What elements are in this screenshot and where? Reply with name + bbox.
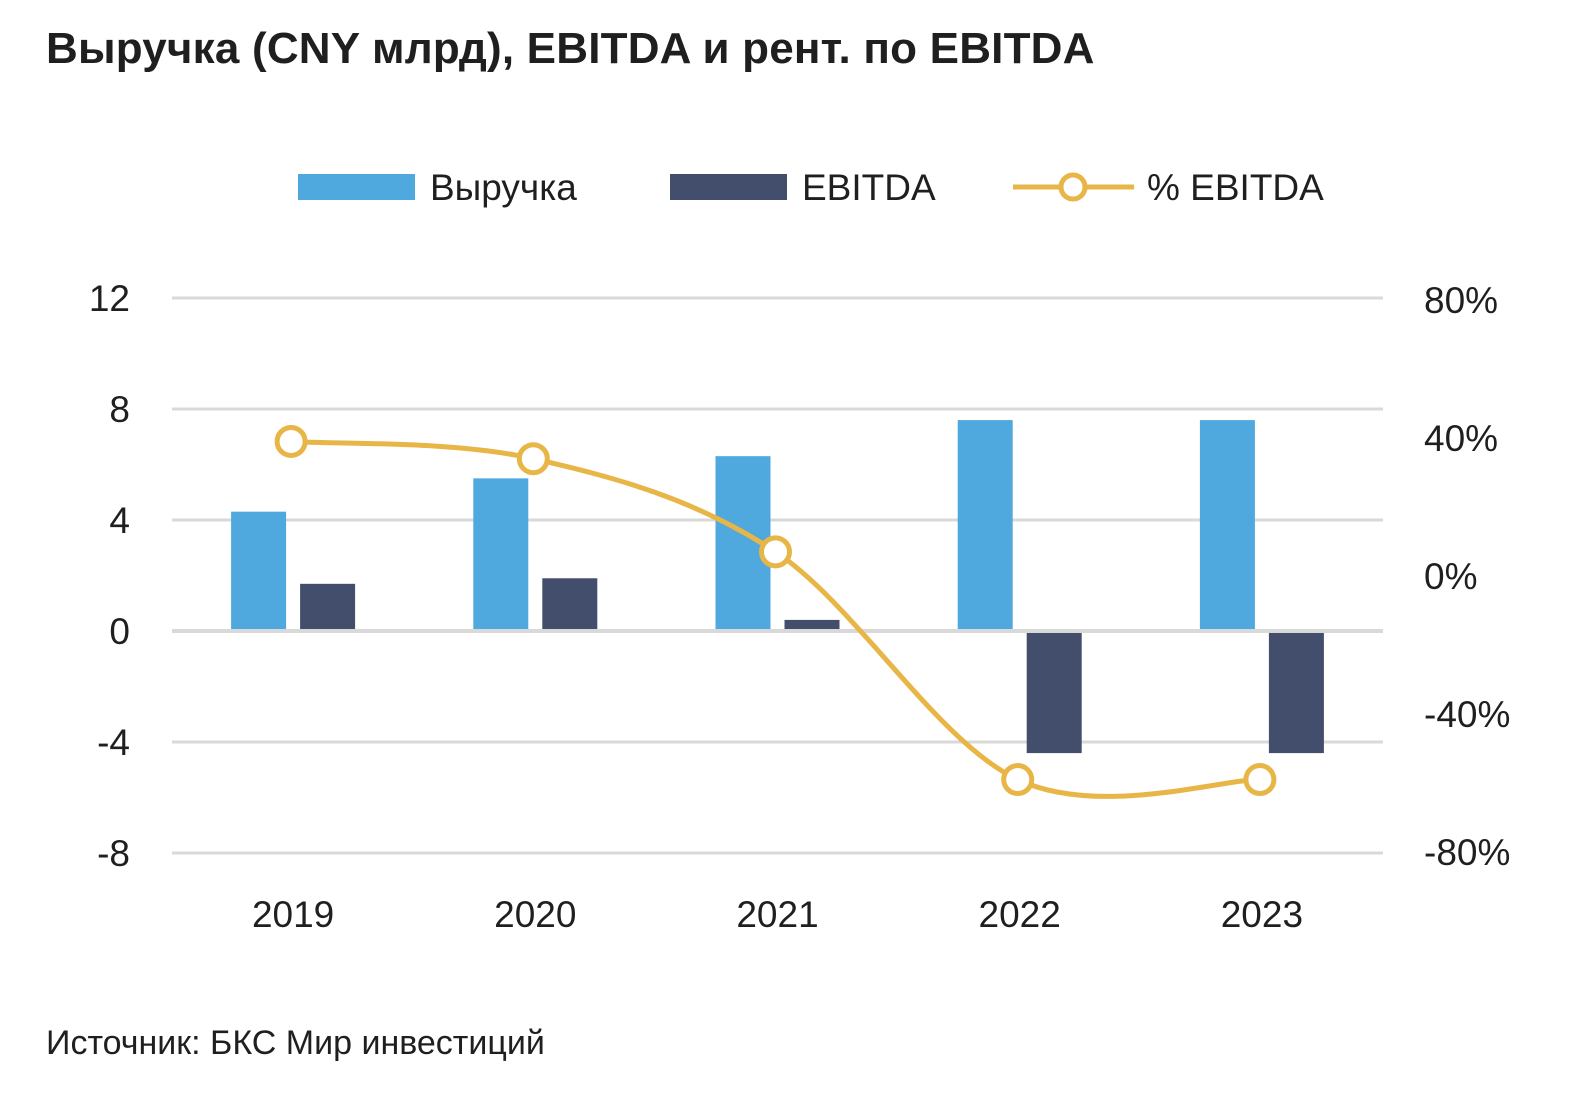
- right-tick-label: 0%: [1424, 556, 1477, 597]
- right-tick-label: 80%: [1424, 280, 1498, 321]
- ebitda-bar: [300, 583, 356, 631]
- legend-swatch-ebitda: [670, 174, 787, 200]
- left-tick-label: 0: [109, 611, 130, 652]
- left-tick-label: 12: [89, 278, 130, 319]
- left-tick-label: -8: [97, 833, 130, 874]
- legend-label-revenue: Выручка: [430, 167, 577, 208]
- source-note: Источник: БКС Мир инвестиций: [46, 1024, 545, 1062]
- left-tick-label: 8: [109, 389, 130, 430]
- ebitda-margin-point: [1243, 763, 1277, 797]
- legend: Выручка EBITDA % EBITDA: [298, 167, 1324, 208]
- x-tick-label: 2019: [252, 894, 334, 935]
- right-tick-label: -40%: [1424, 694, 1510, 735]
- ebitda-margin-line: [274, 424, 1277, 799]
- legend-label-margin: % EBITDA: [1147, 167, 1324, 208]
- ebitda-bar: [1026, 631, 1082, 754]
- x-tick-label: 2020: [494, 894, 576, 935]
- chart-title: Выручка (CNY млрд), EBITDA и рент. по EB…: [46, 24, 1095, 73]
- ebitda-bar: [542, 578, 598, 631]
- x-axis-ticks: 2019 2020 2021 2022 2023: [252, 894, 1303, 935]
- ebitda-margin-point: [1001, 763, 1035, 797]
- ebitda-bar: [784, 619, 840, 631]
- revenue-bar: [957, 420, 1013, 631]
- revenue-bar: [473, 478, 529, 631]
- ebitda-margin-point: [274, 424, 308, 458]
- right-tick-label: -80%: [1424, 832, 1510, 873]
- x-tick-label: 2022: [979, 894, 1061, 935]
- right-axis-ticks: 80% 40% 0% -40% -80%: [1424, 280, 1510, 873]
- x-tick-label: 2021: [736, 894, 818, 935]
- legend-marker-margin: [1058, 172, 1088, 202]
- revenue-bar: [1199, 420, 1255, 631]
- ebitda-bar: [1268, 631, 1324, 754]
- left-tick-label: 4: [109, 500, 130, 541]
- bars: [231, 420, 1324, 754]
- gridlines: [172, 296, 1383, 855]
- left-axis-ticks: 12 8 4 0 -4 -8: [89, 278, 130, 874]
- right-tick-label: 40%: [1424, 418, 1498, 459]
- ebitda-margin-point: [759, 535, 792, 569]
- left-tick-label: -4: [97, 722, 130, 763]
- legend-label-ebitda: EBITDA: [802, 167, 936, 208]
- revenue-bar: [231, 511, 287, 631]
- ebitda-margin-point: [516, 442, 550, 476]
- legend-swatch-revenue: [298, 174, 415, 200]
- x-tick-label: 2023: [1221, 894, 1303, 935]
